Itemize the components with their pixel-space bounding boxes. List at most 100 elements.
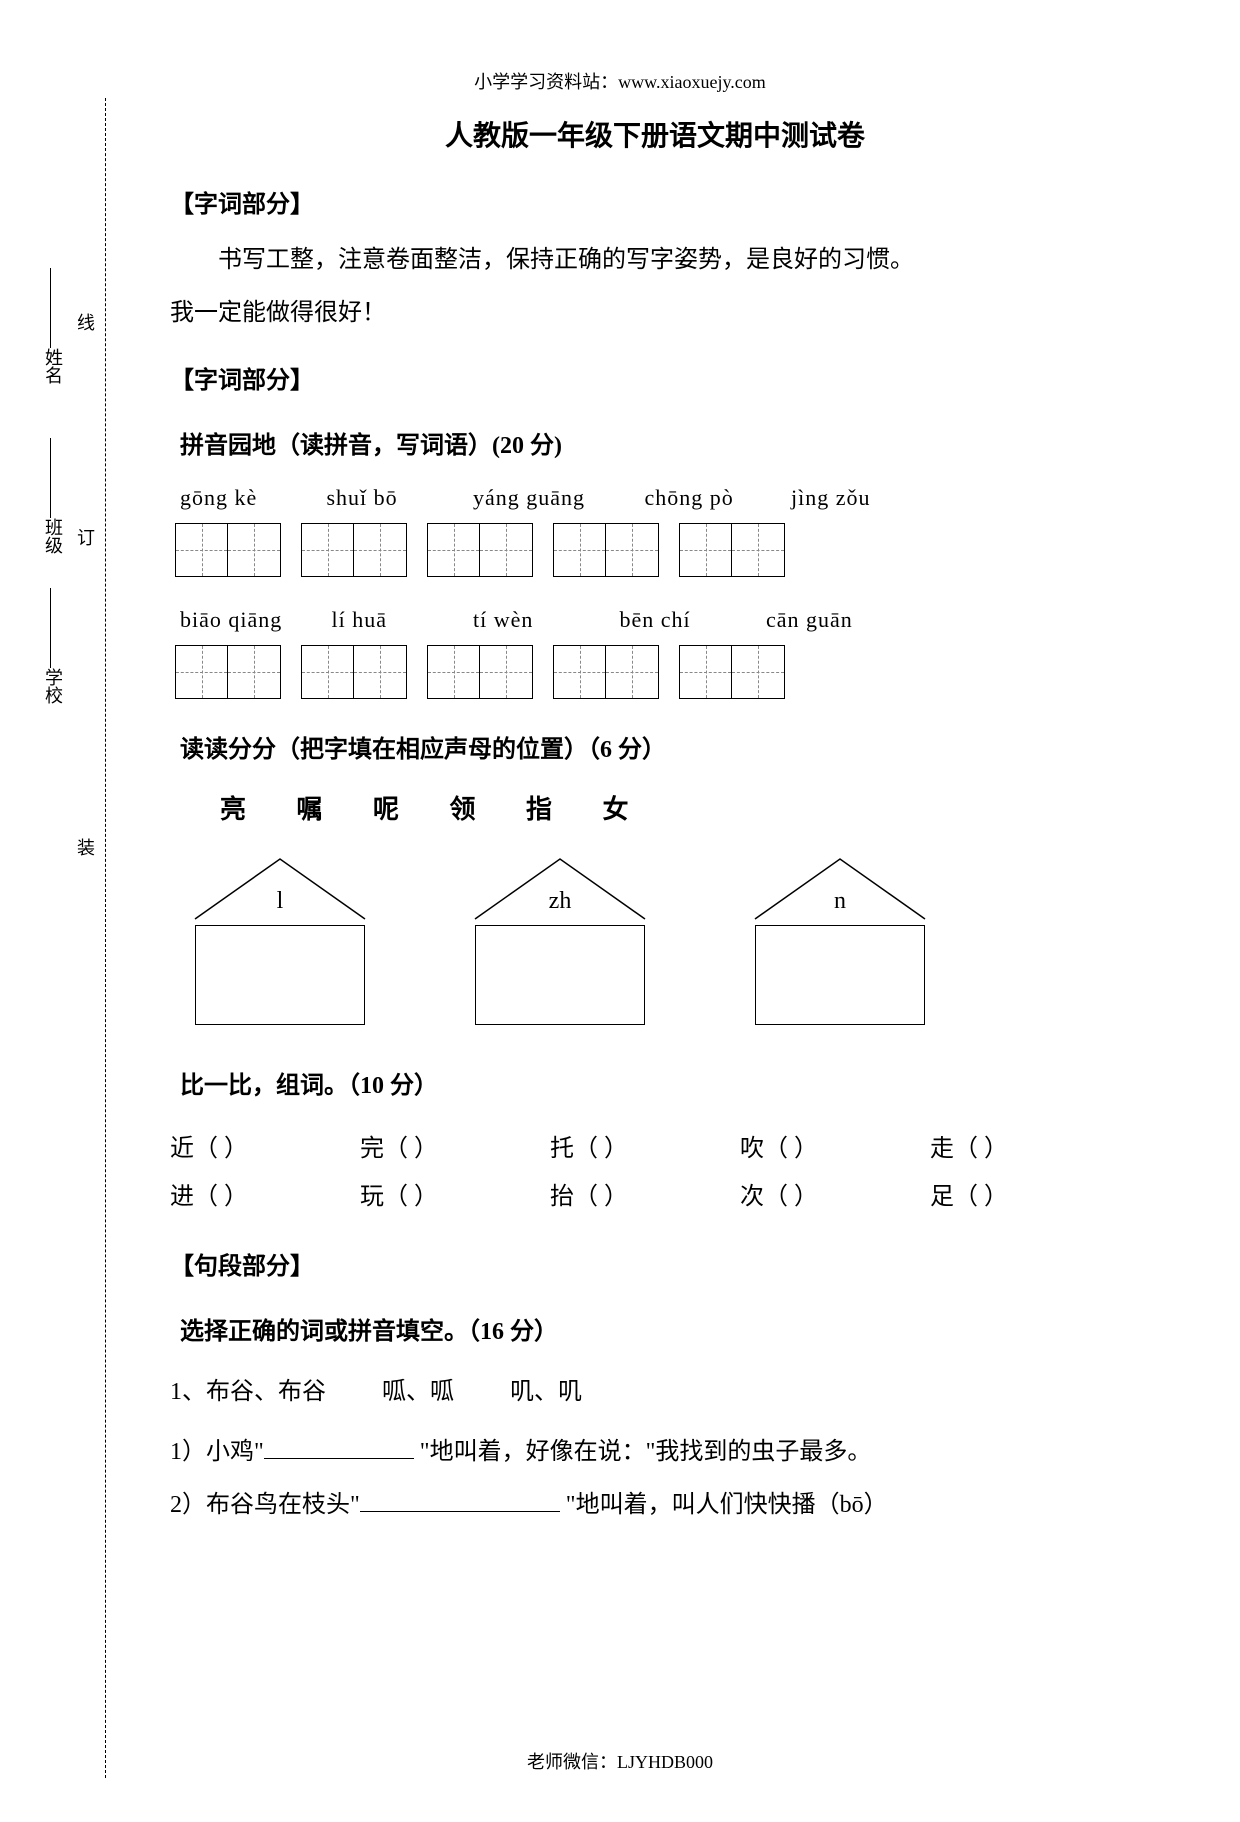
- word-compare: 近（ ） 完（ ） 托（ ） 吹（ ） 走（ ） 进（ ） 玩（ ） 抬（ ） …: [170, 1125, 1140, 1221]
- tian-box[interactable]: [354, 524, 406, 576]
- compare-item[interactable]: 完（ ）: [360, 1125, 550, 1173]
- tian-box[interactable]: [428, 646, 480, 698]
- tian-box-group: [427, 645, 533, 699]
- page-footer: 老师微信：LJYHDB000: [0, 1748, 1240, 1774]
- pinyin-section-header: 拼音园地（读拼音，写词语）(20 分): [180, 425, 1140, 460]
- tian-box[interactable]: [176, 646, 228, 698]
- classify-section-header: 读读分分（把字填在相应声母的位置）（6 分）: [180, 729, 1140, 764]
- compare-item[interactable]: 次（ ）: [740, 1173, 930, 1221]
- tian-box-group: [679, 645, 785, 699]
- house-body[interactable]: [195, 925, 365, 1025]
- word-compare-row: 进（ ） 玩（ ） 抬（ ） 次（ ） 足（ ）: [170, 1173, 1140, 1221]
- classify-chars: 亮 嘱 呢 领 指 女: [220, 789, 1140, 826]
- tian-box-group: [175, 523, 281, 577]
- tian-box[interactable]: [228, 646, 280, 698]
- house-body[interactable]: [755, 925, 925, 1025]
- side-line: [50, 588, 52, 668]
- binding-line: [105, 98, 106, 1778]
- instruction-text: 书写工整，注意卷面整洁，保持正确的写字姿势，是良好的习惯。: [170, 239, 1140, 282]
- tian-box-group: [301, 645, 407, 699]
- tian-box[interactable]: [176, 524, 228, 576]
- compare-item[interactable]: 吹（ ）: [740, 1125, 930, 1173]
- pinyin-word: yáng guāng: [473, 485, 638, 511]
- house-label: zh: [470, 888, 650, 915]
- compare-item[interactable]: 进（ ）: [170, 1173, 360, 1221]
- exam-title: 人教版一年级下册语文期中测试卷: [170, 114, 1140, 154]
- tian-box[interactable]: [732, 524, 784, 576]
- pinyin-word: biāo qiāng: [180, 607, 325, 633]
- tian-box-group: [427, 523, 533, 577]
- fill-q1-post: "地叫着，好像在说："我找到的虫子最多。: [414, 1439, 872, 1465]
- house-shapes: l zh n: [190, 856, 1140, 1025]
- compare-item[interactable]: 抬（ ）: [550, 1173, 740, 1221]
- side-label-class: 班级: [40, 518, 66, 554]
- fill-q2-post: "地叫着，叫人们快快播（bō）: [560, 1492, 888, 1518]
- house-shape: zh: [470, 856, 650, 1025]
- house-body[interactable]: [475, 925, 645, 1025]
- page-content: 人教版一年级下册语文期中测试卷 【字词部分】 书写工整，注意卷面整洁，保持正确的…: [170, 114, 1140, 1532]
- tian-box[interactable]: [428, 524, 480, 576]
- fill-blank-question: 1）小鸡" "地叫着，好像在说："我找到的虫子最多。: [170, 1426, 1140, 1479]
- tian-box-group: [301, 523, 407, 577]
- tian-box[interactable]: [480, 524, 532, 576]
- tian-box-group: [553, 645, 659, 699]
- house-label: l: [190, 888, 370, 915]
- tian-box[interactable]: [354, 646, 406, 698]
- fill-blank-question: 2）布谷鸟在枝头" "地叫着，叫人们快快播（bō）: [170, 1479, 1140, 1532]
- fill-blank-line[interactable]: [360, 1511, 560, 1512]
- fill-option: 呱、呱: [382, 1371, 454, 1406]
- fill-option: 1、布谷、布谷: [170, 1371, 326, 1406]
- side-label-school: 学校: [40, 668, 66, 704]
- binding-label-xian: 线: [72, 313, 98, 331]
- tian-box[interactable]: [606, 646, 658, 698]
- tian-box[interactable]: [228, 524, 280, 576]
- instruction-text: 我一定能做得很好！: [170, 292, 1140, 335]
- tian-box-group: [553, 523, 659, 577]
- pinyin-word: tí wèn: [473, 607, 613, 633]
- fill-option: 叽、叽: [510, 1371, 582, 1406]
- tian-box[interactable]: [554, 646, 606, 698]
- tian-box[interactable]: [480, 646, 532, 698]
- word-compare-row: 近（ ） 完（ ） 托（ ） 吹（ ） 走（ ）: [170, 1125, 1140, 1173]
- tian-box[interactable]: [554, 524, 606, 576]
- tian-box[interactable]: [680, 646, 732, 698]
- pinyin-word: jìng zǒu: [791, 485, 921, 511]
- section-header-sentence: 【句段部分】: [170, 1246, 1140, 1281]
- tian-box-group: [175, 645, 281, 699]
- pinyin-word: lí huā: [332, 607, 467, 633]
- tian-box[interactable]: [680, 524, 732, 576]
- side-line: [50, 438, 52, 518]
- fill-blank-options: 1、布谷、布谷 呱、呱 叽、叽: [170, 1371, 1140, 1406]
- pinyin-word: chōng pò: [645, 485, 785, 511]
- pinyin-row: biāo qiāng lí huā tí wèn bēn chí cān guā…: [180, 607, 1140, 633]
- pinyin-word: bēn chí: [620, 607, 760, 633]
- compare-item[interactable]: 走（ ）: [930, 1125, 1120, 1173]
- fill-blank-section-header: 选择正确的词或拼音填空。（16 分）: [180, 1311, 1140, 1346]
- tian-box[interactable]: [302, 524, 354, 576]
- tian-box-group: [679, 523, 785, 577]
- fill-q1-pre: 1）小鸡": [170, 1439, 264, 1465]
- pinyin-row: gōng kè shuǐ bō yáng guāng chōng pò jìng…: [180, 485, 1140, 511]
- section-header-words: 【字词部分】: [170, 184, 1140, 219]
- house-shape: l: [190, 856, 370, 1025]
- tian-box[interactable]: [606, 524, 658, 576]
- page-header: 小学学习资料站：www.xiaoxuejy.com: [0, 68, 1240, 94]
- house-label: n: [750, 888, 930, 915]
- pinyin-word: gōng kè: [180, 485, 320, 511]
- compare-item[interactable]: 足（ ）: [930, 1173, 1120, 1221]
- pinyin-word: shuǐ bō: [327, 485, 467, 511]
- compare-item[interactable]: 托（ ）: [550, 1125, 740, 1173]
- compare-section-header: 比一比，组词。（10 分）: [180, 1065, 1140, 1100]
- compare-item[interactable]: 玩（ ）: [360, 1173, 550, 1221]
- fill-q2-pre: 2）布谷鸟在枝头": [170, 1492, 360, 1518]
- write-boxes-row: [175, 523, 1140, 577]
- side-line: [50, 268, 52, 348]
- pinyin-word: cān guān: [766, 607, 896, 633]
- side-label-name: 姓名: [40, 348, 66, 384]
- tian-box[interactable]: [732, 646, 784, 698]
- compare-item[interactable]: 近（ ）: [170, 1125, 360, 1173]
- fill-blank-line[interactable]: [264, 1458, 414, 1459]
- binding-label-zhuang: 装: [72, 838, 98, 856]
- tian-box[interactable]: [302, 646, 354, 698]
- binding-label-ding: 订: [72, 528, 98, 546]
